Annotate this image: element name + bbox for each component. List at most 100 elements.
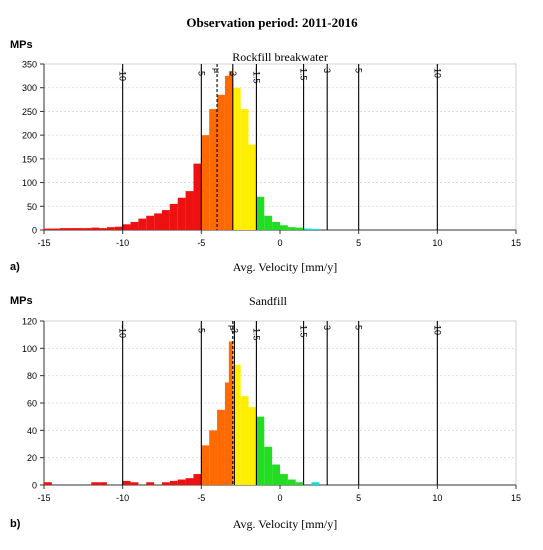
a-histogram-bar [138, 218, 147, 230]
b-histogram-bar [44, 482, 52, 485]
b-threshold-label: μ [228, 325, 238, 330]
b-threshold-label: -1.5 [251, 325, 261, 341]
a-histogram-bar [287, 227, 296, 230]
b-threshold-label: -5 [196, 325, 206, 333]
b-xtick-label: 10 [432, 493, 442, 503]
panel-a-xlabel: Avg. Velocity [mm/y] [233, 260, 338, 274]
a-histogram-bar [303, 228, 312, 230]
a-histogram-bar [228, 71, 233, 230]
b-threshold-label: -3 [229, 325, 239, 333]
a-threshold-label: 3 [322, 68, 332, 73]
b-ytick-label: 80 [27, 371, 37, 381]
b-histogram-bar [193, 474, 202, 485]
b-ytick-label: 100 [22, 344, 37, 354]
a-threshold-label: μ [212, 68, 222, 73]
a-threshold-label: -10 [118, 68, 128, 81]
a-histogram-bar [248, 144, 257, 230]
a-threshold-label: -1.5 [251, 68, 261, 84]
b-histogram-bar [256, 416, 265, 485]
a-histogram-bar [169, 203, 178, 230]
b-histogram-bar [248, 407, 257, 485]
b-histogram-bar [185, 478, 194, 485]
a-histogram-bar [240, 109, 249, 230]
b-xtick-label: -15 [37, 493, 50, 503]
b-xtick-label: 15 [511, 493, 521, 503]
panel-b-xlabel: Avg. Velocity [mm/y] [233, 517, 338, 531]
a-xtick-label: -5 [197, 238, 205, 248]
b-xtick-label: 5 [356, 493, 361, 503]
b-histogram-bar [228, 341, 233, 485]
a-histogram-bar [146, 215, 155, 230]
a-ytick-label: 300 [22, 83, 37, 93]
b-histogram-bar [287, 479, 296, 485]
a-xtick-label: 0 [277, 238, 282, 248]
a-histogram-bar [280, 225, 288, 230]
a-histogram-bar [232, 87, 241, 230]
a-xtick-label: 5 [356, 238, 361, 248]
b-histogram-bar [99, 482, 107, 485]
a-histogram-bar [122, 224, 131, 230]
a-ytick-label: 100 [22, 178, 37, 188]
b-histogram-bar [169, 480, 178, 485]
panel-b-title: Sandfill [249, 294, 288, 308]
b-ytick-label: 40 [27, 426, 37, 436]
a-histogram-bar [44, 228, 52, 230]
b-ytick-label: 60 [27, 399, 37, 409]
a-threshold-label: -5 [196, 68, 206, 76]
b-histogram-bar [280, 474, 288, 485]
b-histogram-bar [272, 464, 280, 485]
a-histogram-bar [91, 227, 100, 230]
figure-title: Observation period: 2011-2016 [186, 15, 358, 30]
b-threshold-label: 5 [354, 325, 364, 330]
panel-b-label: b) [10, 518, 21, 530]
b-histogram-bar [146, 482, 155, 485]
b-histogram-bar [91, 482, 100, 485]
a-xtick-label: 15 [511, 238, 521, 248]
a-histogram-bar [201, 135, 210, 230]
panel-a-ylabel: MPs [10, 39, 33, 51]
b-threshold-label: 1.5 [299, 325, 309, 338]
a-histogram-bar [75, 228, 84, 230]
a-xtick-label: -15 [37, 238, 50, 248]
b-histogram-bar [217, 409, 225, 485]
b-histogram-bar [122, 480, 131, 485]
a-histogram-bar [209, 109, 218, 230]
b-xtick-label: -5 [197, 493, 205, 503]
panel-a-title: Rockfill breakwater [232, 50, 328, 64]
b-xtick-label: 0 [277, 493, 282, 503]
b-ytick-label: 20 [27, 453, 37, 463]
panel-b: MPs Sandfill Avg. Velocity [mm/y] b) 0 20… [10, 294, 521, 531]
a-ytick-label: 50 [27, 202, 37, 212]
b-histogram-bar [162, 482, 170, 485]
b-histogram-bar [201, 445, 210, 485]
b-histogram-bar [311, 482, 320, 485]
a-ytick-label: 0 [32, 226, 37, 236]
a-ytick-label: 200 [22, 131, 37, 141]
b-histogram-bar [130, 482, 139, 485]
a-threshold-label: 1.5 [299, 68, 309, 81]
a-threshold-label: 5 [354, 68, 364, 73]
a-xtick-label: -10 [116, 238, 129, 248]
a-histogram-bar [162, 210, 170, 230]
a-plot-frame [43, 63, 517, 231]
a-histogram-bar [295, 227, 304, 230]
a-histogram-bar [264, 215, 273, 230]
a-histogram-bar [256, 196, 265, 230]
a-histogram-bar [59, 228, 68, 230]
b-histogram-bar [240, 396, 249, 485]
a-histogram-bar [67, 228, 76, 230]
b-threshold-label: -10 [118, 325, 128, 338]
panel-a: MPs Rockfill breakwater Avg. Velocity [m… [10, 39, 521, 274]
a-xtick-label: 10 [432, 238, 442, 248]
b-histogram-bar [232, 364, 241, 485]
a-histogram-bar [311, 229, 320, 230]
a-ytick-label: 350 [22, 60, 37, 70]
b-xtick-label: -10 [116, 493, 129, 503]
b-histogram-bar [264, 446, 273, 485]
a-threshold-label: 10 [432, 68, 442, 78]
b-ytick-label: 120 [22, 317, 37, 327]
a-histogram-bar [272, 221, 280, 230]
a-histogram-bar [99, 228, 107, 230]
a-histogram-bar [114, 226, 123, 230]
